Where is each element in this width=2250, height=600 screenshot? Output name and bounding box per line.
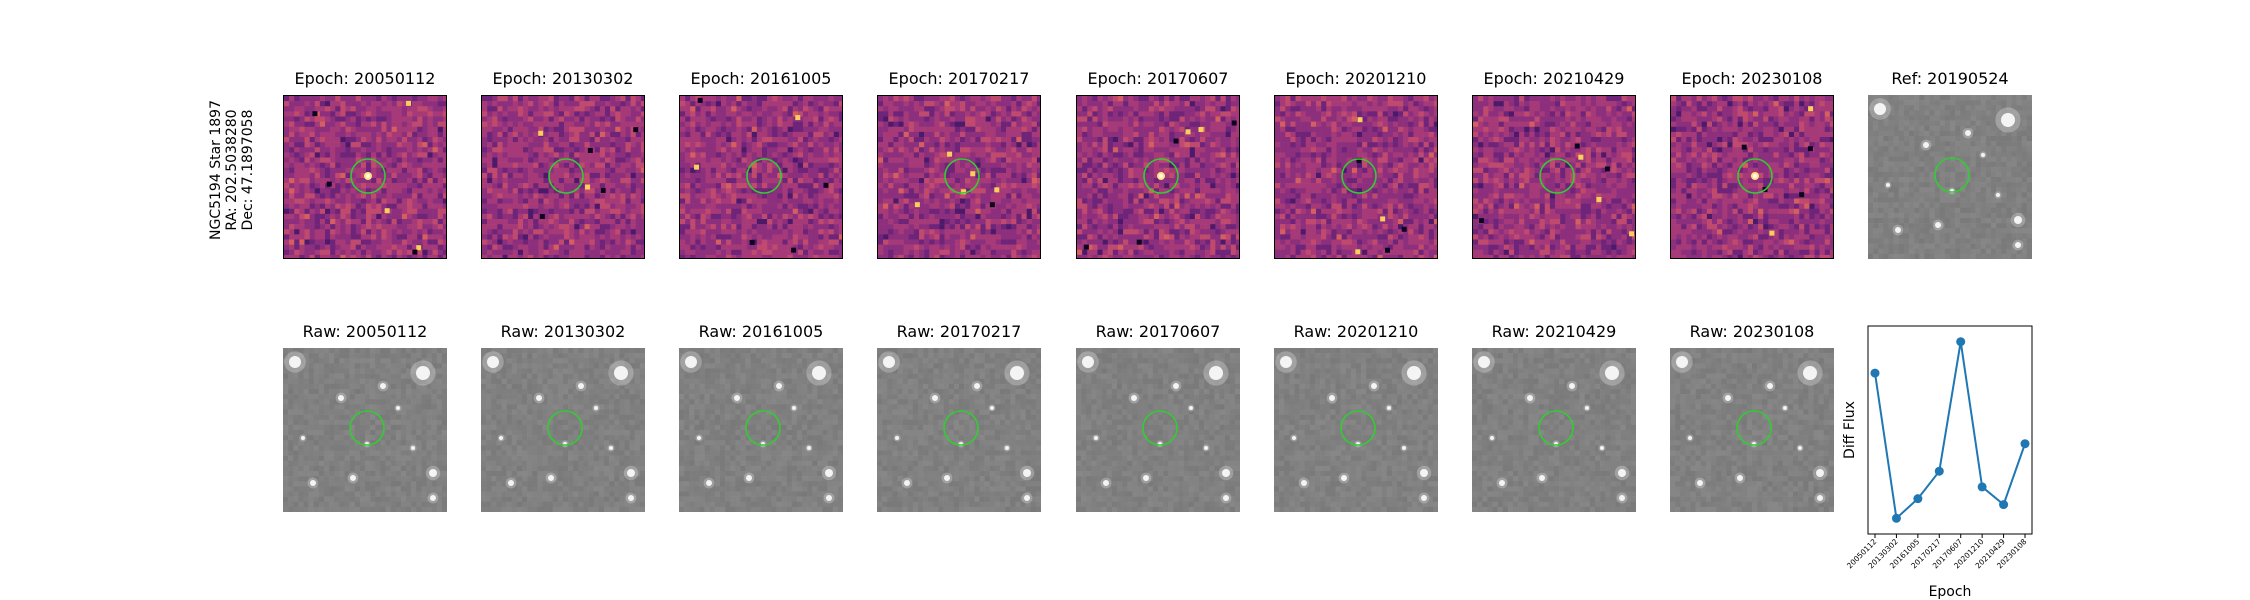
aperture-circle — [547, 410, 583, 446]
aperture-circle — [1142, 410, 1178, 446]
aperture-circle — [350, 158, 386, 194]
cutout-pixels — [680, 96, 842, 258]
difference-panel-4-title: Epoch: 20170217 — [888, 69, 1030, 88]
cutout-pixels — [1274, 348, 1438, 512]
raw-panel-3-title: Raw: 20161005 — [698, 322, 824, 341]
data-point — [1956, 337, 1966, 347]
difference-panel-7-title: Epoch: 20210429 — [1483, 69, 1625, 88]
cutout-pixels — [1868, 95, 2032, 259]
series-line — [1874, 341, 2026, 521]
difference-panel-2-title: Epoch: 20130302 — [492, 69, 634, 88]
cutout-pixels — [284, 96, 446, 258]
data-point — [1870, 368, 1880, 378]
raw-panel-6-title: Raw: 20201210 — [1293, 322, 1419, 341]
raw-panel-5 — [1076, 348, 1240, 512]
difference-panel-8-title: Epoch: 20230108 — [1681, 69, 1823, 88]
cutout-pixels — [283, 348, 447, 512]
x-axis-label: Epoch — [1929, 584, 1972, 600]
raw-panel-8 — [1670, 348, 1834, 512]
raw-panel-5-title: Raw: 20170607 — [1095, 322, 1221, 341]
difference-panel-3 — [679, 95, 843, 259]
aperture-circle — [1538, 410, 1574, 446]
aperture-circle — [746, 158, 782, 194]
raw-panel-4-title: Raw: 20170217 — [896, 322, 1022, 341]
cutout-pixels — [877, 348, 1041, 512]
difference-panel-5 — [1076, 95, 1240, 259]
difference-panel-6 — [1274, 95, 1438, 259]
difference-panel-7 — [1472, 95, 1636, 259]
difference-panel-2 — [481, 95, 645, 259]
y-axis-label: Diff Flux — [1842, 401, 1858, 459]
raw-panel-2 — [481, 348, 645, 512]
raw-panel-3 — [679, 348, 843, 512]
aperture-circle — [349, 410, 385, 446]
difference-panel-6-title: Epoch: 20201210 — [1285, 69, 1427, 88]
aperture-circle — [1737, 158, 1773, 194]
raw-panel-2-title: Raw: 20130302 — [500, 322, 626, 341]
reference-panel-title: Ref: 20190524 — [1891, 69, 2009, 88]
raw-panel-7-title: Raw: 20210429 — [1491, 322, 1617, 341]
cutout-pixels — [1077, 96, 1239, 258]
difference-panel-4 — [877, 95, 1041, 259]
difference-panel-1 — [283, 95, 447, 259]
aperture-circle — [745, 410, 781, 446]
data-point — [1999, 500, 2009, 510]
aperture-circle — [943, 410, 979, 446]
cutout-pixels — [1275, 96, 1437, 258]
raw-panel-4 — [877, 348, 1041, 512]
chart-axes-frame — [1867, 325, 2033, 535]
difference-panel-1-title: Epoch: 20050112 — [294, 69, 436, 88]
aperture-circle — [1934, 157, 1970, 193]
aperture-circle — [1539, 158, 1575, 194]
aperture-circle — [944, 158, 980, 194]
difference-panel-5-title: Epoch: 20170607 — [1087, 69, 1229, 88]
raw-panel-7 — [1472, 348, 1636, 512]
data-point — [1913, 494, 1923, 504]
data-point — [2020, 439, 2030, 449]
aperture-circle — [1341, 158, 1377, 194]
difference-panel-3-title: Epoch: 20161005 — [690, 69, 832, 88]
difference-panel-8 — [1670, 95, 1834, 259]
raw-panel-8-title: Raw: 20230108 — [1689, 322, 1815, 341]
aperture-circle — [548, 158, 584, 194]
data-point — [1977, 482, 1987, 492]
cutout-pixels — [1472, 348, 1636, 512]
cutout-pixels — [878, 96, 1040, 258]
raw-panel-6 — [1274, 348, 1438, 512]
cutout-pixels — [482, 96, 644, 258]
data-point — [1891, 513, 1901, 523]
raw-panel-1 — [283, 348, 447, 512]
raw-panel-1-title: Raw: 20050112 — [302, 322, 428, 341]
aperture-circle — [1143, 158, 1179, 194]
data-point — [1934, 466, 1944, 476]
reference-panel — [1868, 95, 2032, 259]
cutout-pixels — [1473, 96, 1635, 258]
aperture-circle — [1340, 410, 1376, 446]
aperture-circle — [1736, 410, 1772, 446]
